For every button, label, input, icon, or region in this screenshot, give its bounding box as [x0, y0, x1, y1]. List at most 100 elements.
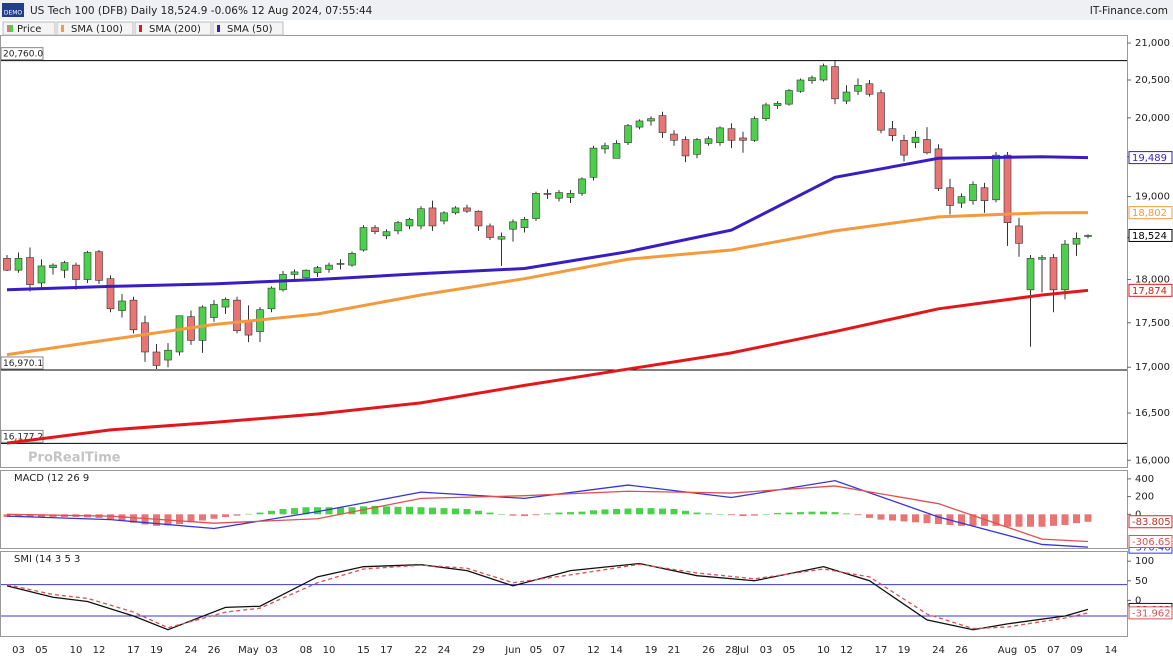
candle-body: [601, 145, 609, 150]
macd-title: MACD (12 26 9: [14, 473, 89, 484]
y-tick-label: 20,000: [1135, 113, 1170, 124]
candle-body: [37, 265, 46, 284]
level-label-box: [0, 47, 44, 61]
candle-body: [578, 178, 586, 194]
histogram-bar: [992, 514, 1000, 526]
candle-body: [647, 118, 655, 122]
legend-label: SMA (100): [71, 24, 123, 35]
histogram-bar: [187, 514, 195, 523]
x-tick-label: 07: [553, 645, 566, 656]
histogram-bar: [509, 514, 517, 516]
histogram-bar: [463, 509, 471, 515]
candle-body: [118, 300, 126, 311]
candle-body: [808, 77, 816, 82]
smi-panel: [0, 551, 1128, 637]
candle-body: [60, 262, 69, 271]
candle-body: [1084, 235, 1092, 237]
candle-body: [152, 351, 161, 366]
end-label: 17,874: [1132, 286, 1167, 297]
candle-body: [693, 139, 701, 155]
candle-body: [635, 120, 644, 128]
candle-body: [325, 264, 333, 270]
candle-body: [1015, 225, 1023, 244]
histogram-bar: [486, 512, 494, 515]
candle-body: [474, 210, 483, 227]
histogram-bar: [670, 509, 678, 515]
candle-body: [95, 251, 103, 281]
histogram-bar: [935, 514, 942, 525]
candle-body: [992, 154, 1000, 201]
histogram-bar: [659, 508, 666, 515]
candle-body: [900, 139, 908, 156]
histogram-bar: [728, 514, 735, 516]
candle-body: [141, 322, 149, 353]
end-label: -306.65: [1132, 537, 1171, 548]
candle-body: [371, 227, 379, 233]
histogram-bar: [268, 510, 275, 515]
histogram-bar: [693, 512, 701, 515]
candle-body: [1049, 257, 1058, 291]
candle-body: [670, 133, 678, 141]
histogram-bar: [1015, 514, 1023, 527]
candle-body: [486, 225, 494, 238]
histogram-bar: [923, 514, 931, 524]
x-tick-label: Jul: [736, 645, 749, 656]
end-label-box: [1128, 606, 1173, 620]
series-line: [6, 211, 1089, 357]
x-tick-label: 03: [760, 645, 773, 656]
candle-body: [451, 207, 460, 214]
x-tick-label: 12: [93, 645, 106, 656]
x-tick-label: Jun: [504, 645, 521, 656]
histogram-bar: [1050, 514, 1057, 526]
legend-box: [134, 21, 212, 36]
smi-title: SMI (14 3 5 3: [14, 554, 80, 565]
legend-swatch: [139, 25, 142, 32]
candle-body: [566, 193, 575, 198]
histogram-bar: [774, 512, 781, 515]
candle-body: [532, 193, 540, 219]
candle-body: [428, 207, 437, 227]
candle-body: [854, 84, 862, 92]
histogram-bar: [578, 511, 586, 515]
histogram-bar: [3, 514, 11, 517]
candle-body: [267, 287, 276, 310]
candle-body: [520, 219, 529, 228]
level-label: 20,760.0: [3, 50, 43, 60]
histogram-bar: [475, 510, 482, 515]
site-name: IT-Finance.com: [1090, 5, 1168, 17]
x-tick-label: 17: [127, 645, 140, 656]
histogram-bar: [889, 514, 896, 521]
legend-box: [212, 21, 284, 36]
y-tick-label: 0: [1135, 595, 1141, 606]
candle-body: [842, 91, 851, 102]
y-tick-label: 20,500: [1135, 75, 1170, 86]
histogram-bar: [314, 507, 321, 515]
histogram-bar: [590, 510, 597, 515]
histogram-bar: [831, 512, 839, 515]
x-tick-label: 19: [150, 645, 163, 656]
histogram-bar: [222, 514, 229, 517]
candle-body: [819, 65, 828, 81]
x-tick-label: 17: [875, 645, 888, 656]
candle-body: [739, 137, 747, 141]
candle-body: [359, 227, 368, 251]
candle-body: [658, 115, 667, 133]
x-tick-label: 03: [265, 645, 278, 656]
histogram-bar: [245, 513, 252, 515]
badge-text: DEMO: [4, 10, 23, 17]
candle-body: [440, 212, 448, 222]
y-tick-label: 18,000: [1135, 275, 1170, 286]
histogram-bar: [739, 514, 747, 517]
y-tick-label: 21,000: [1135, 38, 1170, 49]
candle-body: [750, 118, 759, 141]
histogram-bar: [417, 507, 425, 515]
histogram-bar: [647, 508, 655, 515]
histogram-bar: [1027, 514, 1034, 527]
candle-body: [704, 138, 713, 144]
histogram-bar: [843, 513, 850, 515]
histogram-bar: [256, 512, 264, 515]
series-line: [6, 562, 1089, 631]
histogram-bar: [751, 514, 758, 516]
series-line: [6, 288, 1089, 445]
